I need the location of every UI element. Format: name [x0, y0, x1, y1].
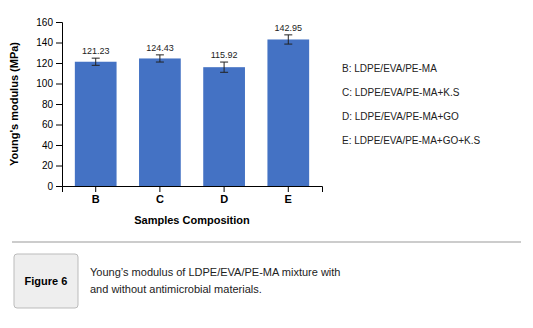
tick-mark: [56, 125, 62, 126]
divider: [12, 242, 521, 243]
chart: 0 20 40 60 80 100 120 140 160 B C D E 121.23 124.43 115…: [0, 0, 533, 328]
x-axis-title: Samples Composition: [134, 214, 250, 226]
annotation: B: LDPE/EVA/PE-MA: [342, 63, 437, 74]
tick: E: [285, 186, 292, 205]
annotation: E: LDPE/EVA/PE-MA+GO+K.S: [342, 135, 481, 146]
tick: 120: [36, 58, 62, 69]
y-axis-title: Young's modulus (MPa): [8, 42, 20, 166]
tick: 0: [47, 181, 62, 192]
tick-mark: [56, 186, 62, 187]
error-line: [159, 55, 160, 62]
x-axis: B C D E: [63, 186, 323, 205]
tick-label: 0: [47, 181, 53, 192]
tick-label: 120: [36, 58, 53, 69]
tick-label: 40: [42, 140, 54, 151]
tick: B: [92, 186, 100, 205]
annotations: B: LDPE/EVA/PE-MA C: LDPE/EVA/PE-MA+K.S D:…: [342, 63, 481, 146]
error-cap: [220, 72, 228, 73]
annotation: C: LDPE/EVA/PE-MA+K.S: [342, 87, 460, 98]
tick-label: 80: [42, 99, 54, 110]
tick-label: D: [220, 193, 228, 205]
tick: 20: [42, 160, 62, 171]
bar: [203, 67, 245, 186]
tick-mark: [56, 63, 62, 64]
subtitle: Young’s modulus of LDPE/EVA/PE-MA mixtur…: [90, 266, 340, 295]
data-label: 142.95: [275, 23, 303, 33]
error-line: [95, 58, 96, 65]
tick-label: 20: [42, 160, 54, 171]
tick-mark: [95, 186, 96, 192]
error-cap: [156, 62, 164, 63]
tick-label: 140: [36, 37, 53, 48]
tick-mark: [56, 104, 62, 105]
tick-mark: [56, 166, 62, 167]
tick-mark: [56, 22, 62, 23]
tick-mark: [56, 43, 62, 44]
title: Figure 6: [25, 275, 68, 287]
error-cap: [92, 65, 100, 66]
bars: [75, 35, 309, 186]
tick-mark: [159, 186, 160, 192]
error-cap: [284, 44, 292, 45]
subtitle-line: and without antimicrobial materials.: [90, 283, 262, 295]
subtitle-line: Young’s modulus of LDPE/EVA/PE-MA mixtur…: [90, 266, 340, 278]
data-label: 115.92: [211, 50, 238, 60]
tick-mark: [56, 145, 62, 146]
data-label: 124.43: [146, 43, 174, 53]
tick-label: 60: [42, 119, 54, 130]
annotation: D: LDPE/EVA/PE-MA+GO: [342, 111, 459, 122]
error-cap: [92, 58, 100, 59]
y-axis: 0 20 40 60 80 100 120 140 160: [36, 17, 62, 192]
error-bar: [220, 62, 228, 72]
error-bar: [92, 58, 100, 65]
error-bar: [284, 35, 292, 44]
tick: D: [220, 186, 228, 205]
tick-mark: [288, 186, 289, 192]
axis-line: [63, 187, 323, 193]
bar: [75, 62, 117, 186]
error-cap: [284, 34, 292, 35]
error-line: [224, 62, 225, 72]
bar: [267, 39, 309, 186]
tick-label: 100: [36, 78, 53, 89]
error-line: [288, 35, 289, 44]
tick: 160: [36, 17, 62, 28]
data-labels: 121.23 124.43 115.92 142.95: [82, 23, 302, 60]
tick-mark: [56, 84, 62, 85]
tick: C: [156, 186, 164, 205]
error-bar: [156, 55, 164, 62]
tick-label: B: [92, 193, 100, 205]
tick-label: C: [156, 193, 164, 205]
error-cap: [220, 62, 228, 63]
tick-label: 160: [36, 17, 53, 28]
tick: 40: [42, 140, 62, 151]
tick-label: E: [285, 193, 292, 205]
axis-line: [56, 23, 63, 187]
data-label: 121.23: [82, 46, 110, 56]
tick: 80: [42, 99, 62, 110]
error-cap: [156, 54, 164, 55]
tick-mark: [224, 186, 225, 192]
figure-label-box: [14, 254, 78, 308]
tick: 60: [42, 119, 62, 130]
tick: 140: [36, 37, 62, 48]
tick: 100: [36, 78, 62, 89]
bar: [139, 58, 181, 186]
